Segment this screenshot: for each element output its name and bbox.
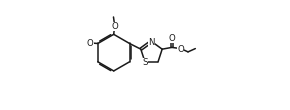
Text: O: O xyxy=(168,34,175,43)
Text: O: O xyxy=(86,39,93,48)
Text: S: S xyxy=(142,58,148,67)
Text: O: O xyxy=(177,45,184,54)
Text: O: O xyxy=(111,22,118,31)
Text: N: N xyxy=(148,38,155,47)
